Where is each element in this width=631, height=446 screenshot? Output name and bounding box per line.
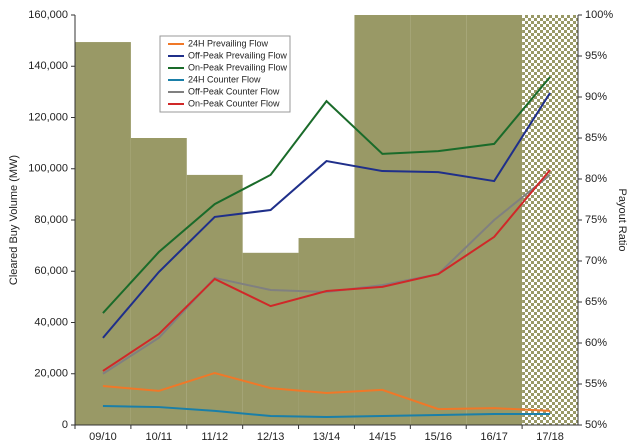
- y2-axis-label: Payout Ratio: [616, 189, 628, 252]
- legend-label: 24H Prevailing Flow: [188, 38, 269, 48]
- y-tick-label: 60,000: [34, 265, 68, 277]
- y-tick-label: 100,000: [28, 163, 68, 175]
- line: [102, 169, 551, 372]
- payout-bar: [410, 15, 467, 425]
- x-tick-label: 09/10: [89, 431, 117, 443]
- payout-bar: [242, 252, 299, 425]
- payout-bar: [130, 138, 187, 425]
- x-tick-label: 10/11: [145, 431, 172, 443]
- legend: 24H Prevailing Flow Off-Peak Prevailing F…: [159, 35, 291, 113]
- y2-tick-label: 100%: [585, 9, 613, 21]
- y2-tick-label: 55%: [585, 378, 607, 390]
- x-tick-label: 17/18: [536, 431, 564, 443]
- line: [102, 92, 551, 339]
- payout-bar: [75, 42, 131, 426]
- y-tick-label: 20,000: [34, 368, 68, 380]
- legend-label: Off-Peak Prevailing Flow: [188, 50, 287, 60]
- y-tick-label: 0: [62, 419, 68, 431]
- legend-label: 24H Counter Flow: [188, 74, 261, 84]
- legend-label: Off-Peak Counter Flow: [188, 86, 280, 96]
- line: [102, 76, 551, 314]
- y2-tick-label: 65%: [585, 296, 607, 308]
- payout-bar: [298, 238, 355, 425]
- x-tick-label: 13/14: [313, 431, 341, 443]
- y-tick-label: 40,000: [34, 316, 68, 328]
- y2-tick-label: 90%: [585, 91, 607, 103]
- x-tick-label: 15/16: [425, 431, 453, 443]
- y-tick-label: 120,000: [28, 111, 68, 123]
- y2-tick-label: 50%: [585, 419, 607, 431]
- x-tick-label: 14/15: [369, 431, 397, 443]
- y2-tick-label: 70%: [585, 255, 607, 267]
- x-tick-label: 16/17: [480, 431, 508, 443]
- y2-tick-label: 75%: [585, 214, 607, 226]
- legend-label: On-Peak Counter Flow: [188, 98, 280, 108]
- line: [102, 371, 551, 412]
- payout-bar: [354, 15, 411, 425]
- x-tick-label: 12/13: [257, 431, 285, 443]
- y-tick-label: 140,000: [28, 60, 68, 72]
- payout-bar: [522, 15, 578, 425]
- legend-box: [159, 35, 291, 113]
- y2-tick-label: 80%: [585, 173, 607, 185]
- line: [102, 405, 551, 419]
- legend-label: On-Peak Prevailing Flow: [188, 62, 288, 72]
- x-tick-label: 11/12: [201, 431, 228, 443]
- y2-tick-label: 95%: [585, 50, 607, 62]
- y2-tick-label: 60%: [585, 337, 607, 349]
- y-tick-label: 80,000: [34, 214, 68, 226]
- y-tick-label: 160,000: [28, 9, 68, 21]
- y-axis-label: Cleared Buy Volume (MW): [8, 155, 20, 285]
- y2-tick-label: 85%: [585, 132, 607, 144]
